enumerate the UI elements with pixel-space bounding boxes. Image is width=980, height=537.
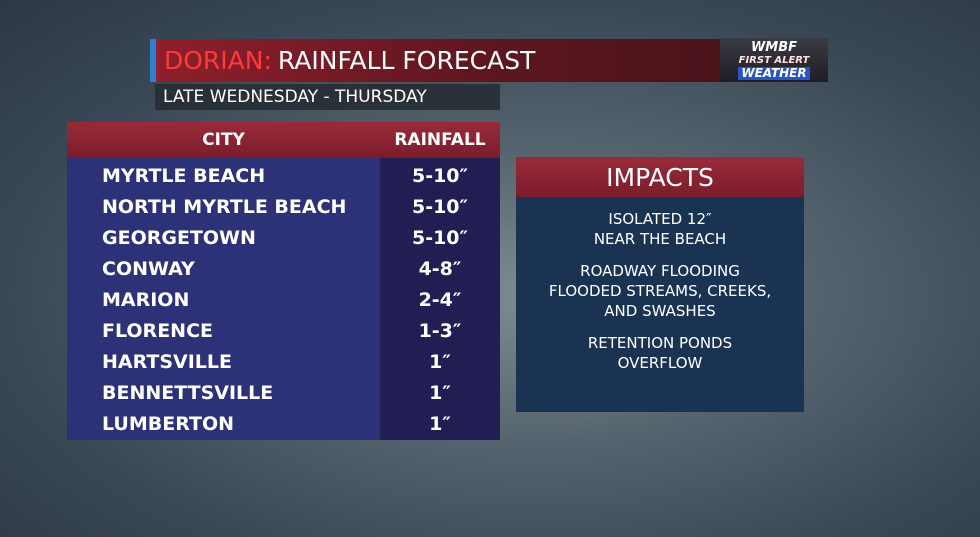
rainfall: 1-3″ bbox=[418, 319, 462, 342]
table-row: CONWAY 4-8″ bbox=[67, 253, 500, 284]
impact-item: ROADWAY FLOODING FLOODED STREAMS, CREEKS,… bbox=[516, 261, 804, 321]
impacts-title: IMPACTS bbox=[516, 157, 804, 197]
impact-item: ISOLATED 12″ NEAR THE BEACH bbox=[516, 209, 804, 249]
column-header: CITY bbox=[202, 130, 245, 150]
impacts-list: ISOLATED 12″ NEAR THE BEACH ROADWAY FLOODI… bbox=[516, 209, 804, 373]
table-row: MARION 2-4″ bbox=[67, 284, 500, 315]
table-row: NORTH MYRTLE BEACH 5-10″ bbox=[67, 191, 500, 222]
rainfall: 2-4″ bbox=[418, 288, 462, 311]
city: MARION bbox=[102, 288, 190, 311]
rainfall: 1″ bbox=[429, 412, 451, 435]
rainfall: 4-8″ bbox=[418, 257, 462, 280]
city: NORTH MYRTLE BEACH bbox=[102, 195, 347, 218]
table-header: CITY RAINFALL bbox=[67, 122, 500, 158]
column-header: RAINFALL bbox=[394, 130, 486, 150]
impact-line: NEAR THE BEACH bbox=[593, 230, 727, 248]
impact-line: OVERFLOW bbox=[617, 354, 703, 372]
table-row: LUMBERTON 1″ bbox=[67, 408, 500, 439]
rainfall: 1″ bbox=[429, 381, 451, 404]
rainfall-table: CITY RAINFALL MYRTLE BEACH 5-10″ NORTH MYR… bbox=[67, 122, 500, 440]
rainfall: 5-10″ bbox=[411, 164, 469, 187]
rainfall: 5-10″ bbox=[411, 195, 469, 218]
logo: WMBF FIRST ALERT WEATHER bbox=[720, 38, 828, 82]
impact-item: RETENTION PONDS OVERFLOW bbox=[516, 333, 804, 373]
city: FLORENCE bbox=[102, 319, 213, 342]
rainfall: 5-10″ bbox=[411, 226, 469, 249]
impact-line: ROADWAY FLOODING bbox=[580, 262, 740, 280]
impact-line: RETENTION PONDS bbox=[587, 334, 733, 352]
table-row: FLORENCE 1-3″ bbox=[67, 315, 500, 346]
table-row: MYRTLE BEACH 5-10″ bbox=[67, 160, 500, 191]
table-row: GEORGETOWN 5-10″ bbox=[67, 222, 500, 253]
city: GEORGETOWN bbox=[102, 226, 256, 249]
logo-text: WEATHER bbox=[738, 66, 810, 80]
storm-name: DORIAN: bbox=[164, 46, 272, 75]
rainfall: 1″ bbox=[429, 350, 451, 373]
table-row: BENNETTSVILLE 1″ bbox=[67, 377, 500, 408]
city: MYRTLE BEACH bbox=[102, 164, 266, 187]
logo-text: WMBF bbox=[750, 39, 798, 55]
impacts-panel: IMPACTS ISOLATED 12″ NEAR THE BEACH ROADWA… bbox=[516, 157, 804, 412]
city: LUMBERTON bbox=[102, 412, 235, 435]
city: HARTSVILLE bbox=[102, 350, 232, 373]
title-bar: DORIAN: RAINFALL FORECAST bbox=[150, 39, 720, 82]
impact-line: FLOODED STREAMS, CREEKS, bbox=[548, 282, 772, 300]
subtitle: LATE WEDNESDAY - THURSDAY bbox=[155, 84, 500, 110]
table-row: HARTSVILLE 1″ bbox=[67, 346, 500, 377]
city: CONWAY bbox=[102, 257, 195, 280]
logo-text: FIRST ALERT bbox=[738, 54, 810, 66]
impact-line: ISOLATED 12″ bbox=[608, 210, 712, 228]
title: RAINFALL FORECAST bbox=[277, 46, 536, 75]
table-body: MYRTLE BEACH 5-10″ NORTH MYRTLE BEACH 5-10″… bbox=[67, 158, 500, 440]
city: BENNETTSVILLE bbox=[102, 381, 274, 404]
impact-line: AND SWASHES bbox=[604, 302, 716, 320]
